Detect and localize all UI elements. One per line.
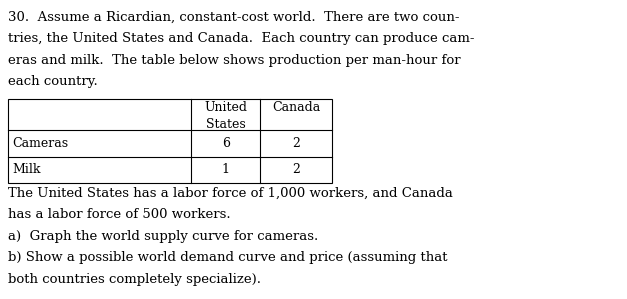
Bar [8, 99, 332, 183]
Text: 2: 2 [292, 137, 300, 150]
Text: Canada: Canada [272, 101, 320, 114]
Text: 2: 2 [292, 163, 300, 176]
Text: has a labor force of 500 workers.: has a labor force of 500 workers. [8, 208, 230, 221]
Text: each country.: each country. [8, 75, 97, 88]
Text: Milk: Milk [12, 163, 40, 176]
Text: 1: 1 [222, 163, 229, 176]
Text: 30.  Assume a Ricardian, constant-cost world.  There are two coun-: 30. Assume a Ricardian, constant-cost wo… [8, 10, 459, 23]
Text: Cameras: Cameras [12, 137, 68, 150]
Text: 6: 6 [222, 137, 229, 150]
Text: both countries completely specialize).: both countries completely specialize). [8, 273, 261, 286]
Text: The United States has a labor force of 1,000 workers, and Canada: The United States has a labor force of 1… [8, 187, 453, 199]
Text: States: States [206, 118, 246, 131]
Text: tries, the United States and Canada.  Each country can produce cam-: tries, the United States and Canada. Eac… [8, 32, 474, 45]
Text: eras and milk.  The table below shows production per man-hour for: eras and milk. The table below shows pro… [8, 54, 460, 66]
Text: b) Show a possible world demand curve and price (assuming that: b) Show a possible world demand curve an… [8, 251, 447, 264]
Text: United: United [204, 101, 247, 114]
Text: a)  Graph the world supply curve for cameras.: a) Graph the world supply curve for came… [8, 230, 318, 242]
